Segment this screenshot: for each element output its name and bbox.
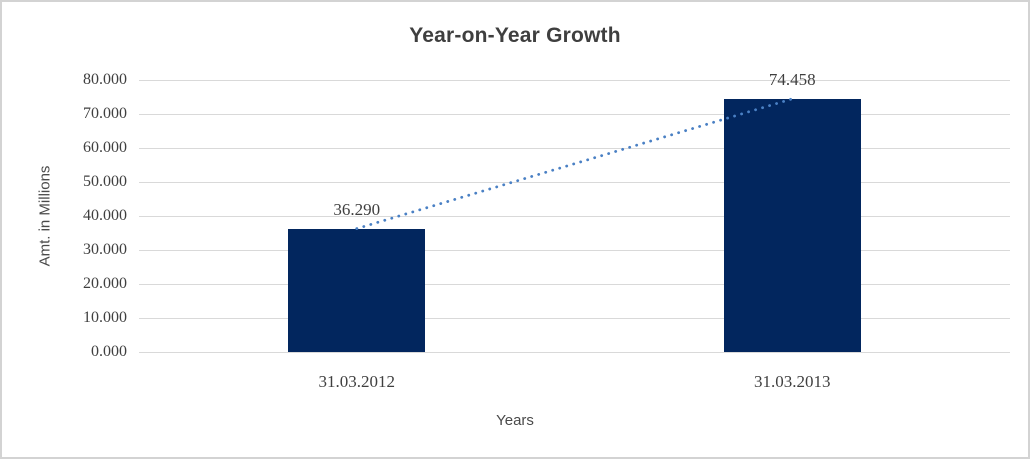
chart-title: Year-on-Year Growth	[409, 24, 621, 47]
y-tick-label: 70.000	[83, 105, 127, 122]
x-category-label: 31.03.2013	[754, 372, 831, 391]
gridline	[139, 249, 1010, 251]
y-tick-label: 20.000	[83, 275, 127, 292]
gridline	[139, 215, 1010, 217]
y-tick-label: 50.000	[83, 173, 127, 190]
y-tick-label: 40.000	[83, 207, 127, 224]
gridline	[139, 283, 1010, 285]
gridline	[139, 147, 1010, 149]
bar-31.03.2013	[723, 98, 861, 352]
y-tick-label: 60.000	[83, 139, 127, 156]
gridline	[139, 317, 1010, 319]
y-tick-label: 30.000	[83, 241, 127, 258]
bar-value-label: 74.458	[768, 69, 816, 89]
plot-area	[139, 79, 1010, 353]
y-tick-label: 0.000	[91, 343, 127, 360]
gridline	[139, 113, 1010, 115]
bar-value-label: 36.290	[333, 199, 381, 219]
x-category-label: 31.03.2012	[318, 372, 396, 391]
y-tick-label: 10.000	[83, 309, 127, 326]
gridline	[139, 79, 1010, 81]
trendline	[355, 97, 794, 231]
gridline	[139, 181, 1010, 183]
x-axis-title: Years	[496, 412, 534, 429]
gridline	[139, 351, 1010, 353]
y-tick-label: 80.000	[83, 71, 127, 88]
bar-31.03.2012	[288, 228, 426, 352]
